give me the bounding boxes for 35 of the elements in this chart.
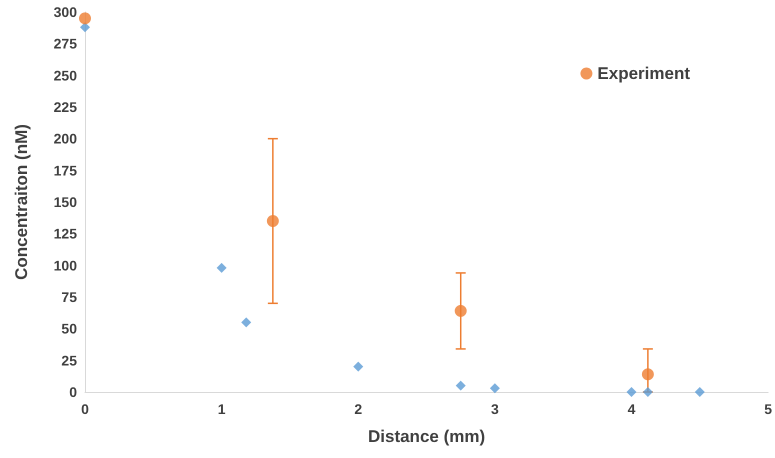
point <box>642 368 654 380</box>
x-tick-label: 3 <box>490 401 499 417</box>
point <box>241 317 252 328</box>
y-tick-label: 175 <box>54 162 78 178</box>
point <box>353 362 364 372</box>
x-tick-label: 0 <box>81 401 90 417</box>
point <box>80 22 90 32</box>
point <box>216 262 227 273</box>
y-tick-label: 275 <box>54 36 78 52</box>
x-tick-label: 5 <box>764 401 772 417</box>
x-tick-label: 1 <box>218 401 226 417</box>
y-axis-title: Concentraiton (nM) <box>12 124 31 280</box>
x-axis-title: Distance (mm) <box>368 427 486 446</box>
point <box>626 387 636 397</box>
x-tick-label: 4 <box>628 401 636 417</box>
y-tick-label: 225 <box>54 99 78 115</box>
legend-label: Experiment <box>597 64 690 83</box>
point <box>456 380 466 391</box>
y-tick-label: 150 <box>54 194 78 210</box>
y-tick-label: 75 <box>61 289 78 305</box>
y-tick-label: 200 <box>54 130 78 147</box>
y-tick-label: 50 <box>61 320 78 337</box>
y-tick-label: 300 <box>54 4 78 20</box>
y-tick-label: 25 <box>61 352 78 368</box>
point <box>454 304 467 317</box>
y-tick-label: 0 <box>69 384 78 400</box>
x-tick-label: 2 <box>354 401 362 417</box>
point <box>490 383 500 394</box>
y-tick-label: 250 <box>54 67 78 84</box>
y-tick-label: 125 <box>54 226 78 242</box>
y-tick-label: 100 <box>54 257 78 274</box>
point <box>266 215 279 227</box>
point <box>79 12 91 24</box>
point <box>694 387 705 397</box>
point <box>642 387 653 397</box>
